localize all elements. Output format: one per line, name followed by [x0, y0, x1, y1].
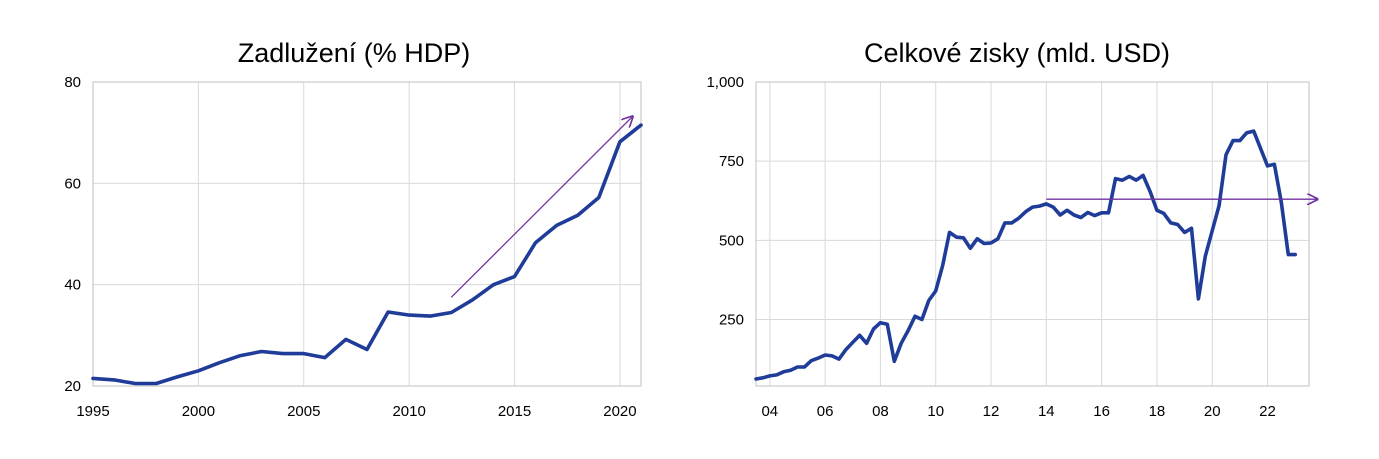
y-tick-label: 250: [719, 312, 744, 329]
chart-title: Zadlužení (% HDP): [238, 38, 471, 68]
x-tick-label: 08: [872, 403, 889, 420]
x-tick-label: 1995: [76, 403, 109, 420]
y-tick-label: 40: [64, 277, 81, 294]
x-tick-label: 04: [761, 403, 778, 420]
y-tick-label: 1,000: [706, 74, 744, 91]
x-tick-label: 16: [1093, 403, 1110, 420]
x-tick-label: 2010: [392, 403, 425, 420]
y-tick-label: 500: [719, 232, 744, 249]
trend-arrow: [450, 116, 632, 298]
x-tick-label: 2020: [603, 403, 636, 420]
y-tick-label: 20: [64, 378, 81, 395]
chart-panel-2: 250 500 750 1,000 04 06 08 10 12 14 16 18 20 22 Celkov…: [706, 38, 1317, 420]
chart-title: Celkové zisky (mld. USD): [864, 38, 1170, 68]
x-tick-label: 18: [1149, 403, 1166, 420]
series-line: [754, 129, 1297, 381]
series-line: [91, 123, 643, 386]
x-tick-label: 10: [927, 403, 944, 420]
y-tick-label: 80: [64, 74, 81, 91]
x-tick-label: 2005: [287, 403, 320, 420]
plot-frame: [92, 81, 642, 387]
chart-panel-1: 20 40 60 80 1995 2000 2005 2010 2015 2020 Zadlužen…: [64, 38, 643, 420]
x-tick-label: 14: [1038, 403, 1055, 420]
y-tick-label: 60: [64, 175, 81, 192]
plot-frame: [755, 81, 1310, 387]
y-tick-label: 750: [719, 153, 744, 170]
x-tick-label: 2015: [498, 403, 531, 420]
x-tick-label: 06: [817, 403, 834, 420]
x-tick-label: 22: [1259, 403, 1276, 420]
x-tick-label: 12: [983, 403, 1000, 420]
x-tick-label: 20: [1204, 403, 1221, 420]
x-tick-label: 2000: [182, 403, 215, 420]
